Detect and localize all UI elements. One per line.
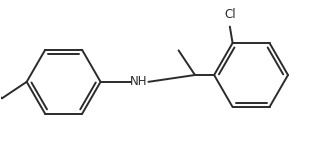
Text: Cl: Cl — [224, 8, 236, 21]
Text: NH: NH — [130, 75, 147, 88]
